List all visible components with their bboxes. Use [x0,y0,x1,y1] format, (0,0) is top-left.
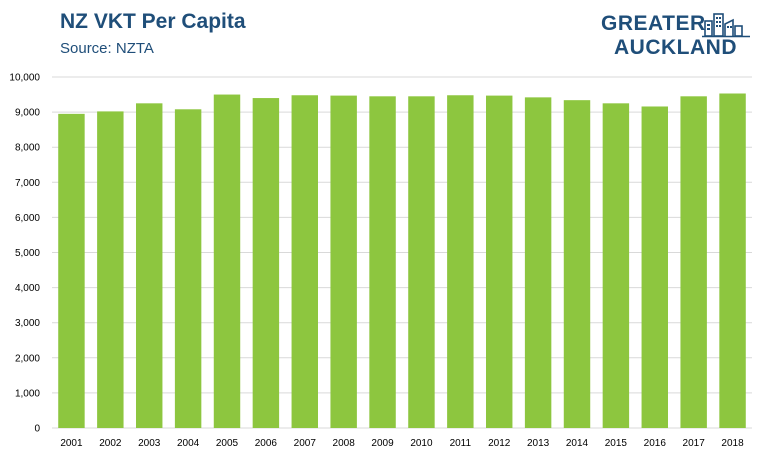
logo-text-greater: GREATER [601,12,706,35]
bar [524,97,552,428]
x-tick-label: 2016 [644,438,667,449]
x-tick-label: 2004 [177,438,200,449]
x-tick-label: 2007 [294,438,317,449]
gridlines [52,76,752,429]
bar [602,103,630,428]
bar [486,95,513,428]
y-tick-label: 6,000 [15,213,40,224]
y-tick-label: 8,000 [15,143,40,154]
y-tick-label: 7,000 [15,178,40,189]
bar [680,96,707,429]
bar [252,98,280,428]
x-tick-label: 2002 [99,438,122,449]
y-axis: 0 1,000 2,000 3,000 4,000 5,000 6,000 7,000 8,00… [9,73,40,435]
bar [330,95,357,428]
y-tick-label: 2,000 [15,353,40,364]
bar [174,109,202,429]
bar [213,94,241,429]
y-tick-label: 3,000 [15,318,40,329]
x-tick-label: 2014 [566,438,589,449]
bar [136,103,163,428]
x-tick-label: 2013 [527,438,550,449]
y-tick-label: 0 [34,424,40,435]
bar [97,111,124,428]
x-axis: 2001 2002 2003 2004 2005 2006 2007 2008 2009 2010… [60,438,744,449]
bar [291,95,318,428]
x-tick-label: 2011 [450,438,472,449]
bar [369,96,396,429]
chart-title: NZ VKT Per Capita [60,10,246,33]
bars [58,93,746,429]
greater-auckland-logo: GREATER AUCKLAND [598,12,753,64]
chart-subtitle: Source: NZTA [60,40,154,57]
x-tick-label: 2017 [683,438,706,449]
x-tick-label: 2009 [371,438,394,449]
bar [447,95,474,428]
city-buildings-icon [702,13,750,38]
y-tick-label: 5,000 [15,248,40,259]
bar [58,113,85,428]
x-tick-label: 2012 [488,438,511,449]
x-tick-label: 2005 [216,438,239,449]
bar [719,93,746,428]
x-tick-label: 2010 [410,438,433,449]
y-tick-label: 1,000 [15,388,40,399]
x-tick-label: 2015 [605,438,628,449]
y-tick-label: 4,000 [15,283,40,294]
x-tick-label: 2006 [255,438,278,449]
x-tick-label: 2008 [333,438,356,449]
x-tick-label: 2003 [138,438,161,449]
bar [641,106,668,428]
y-tick-label: 9,000 [15,108,40,119]
y-tick-label: 10,000 [9,73,40,84]
logo-text-auckland: AUCKLAND [614,36,737,59]
x-tick-label: 2001 [60,438,83,449]
bar [563,100,591,428]
x-tick-label: 2018 [721,438,744,449]
bar [408,96,435,429]
